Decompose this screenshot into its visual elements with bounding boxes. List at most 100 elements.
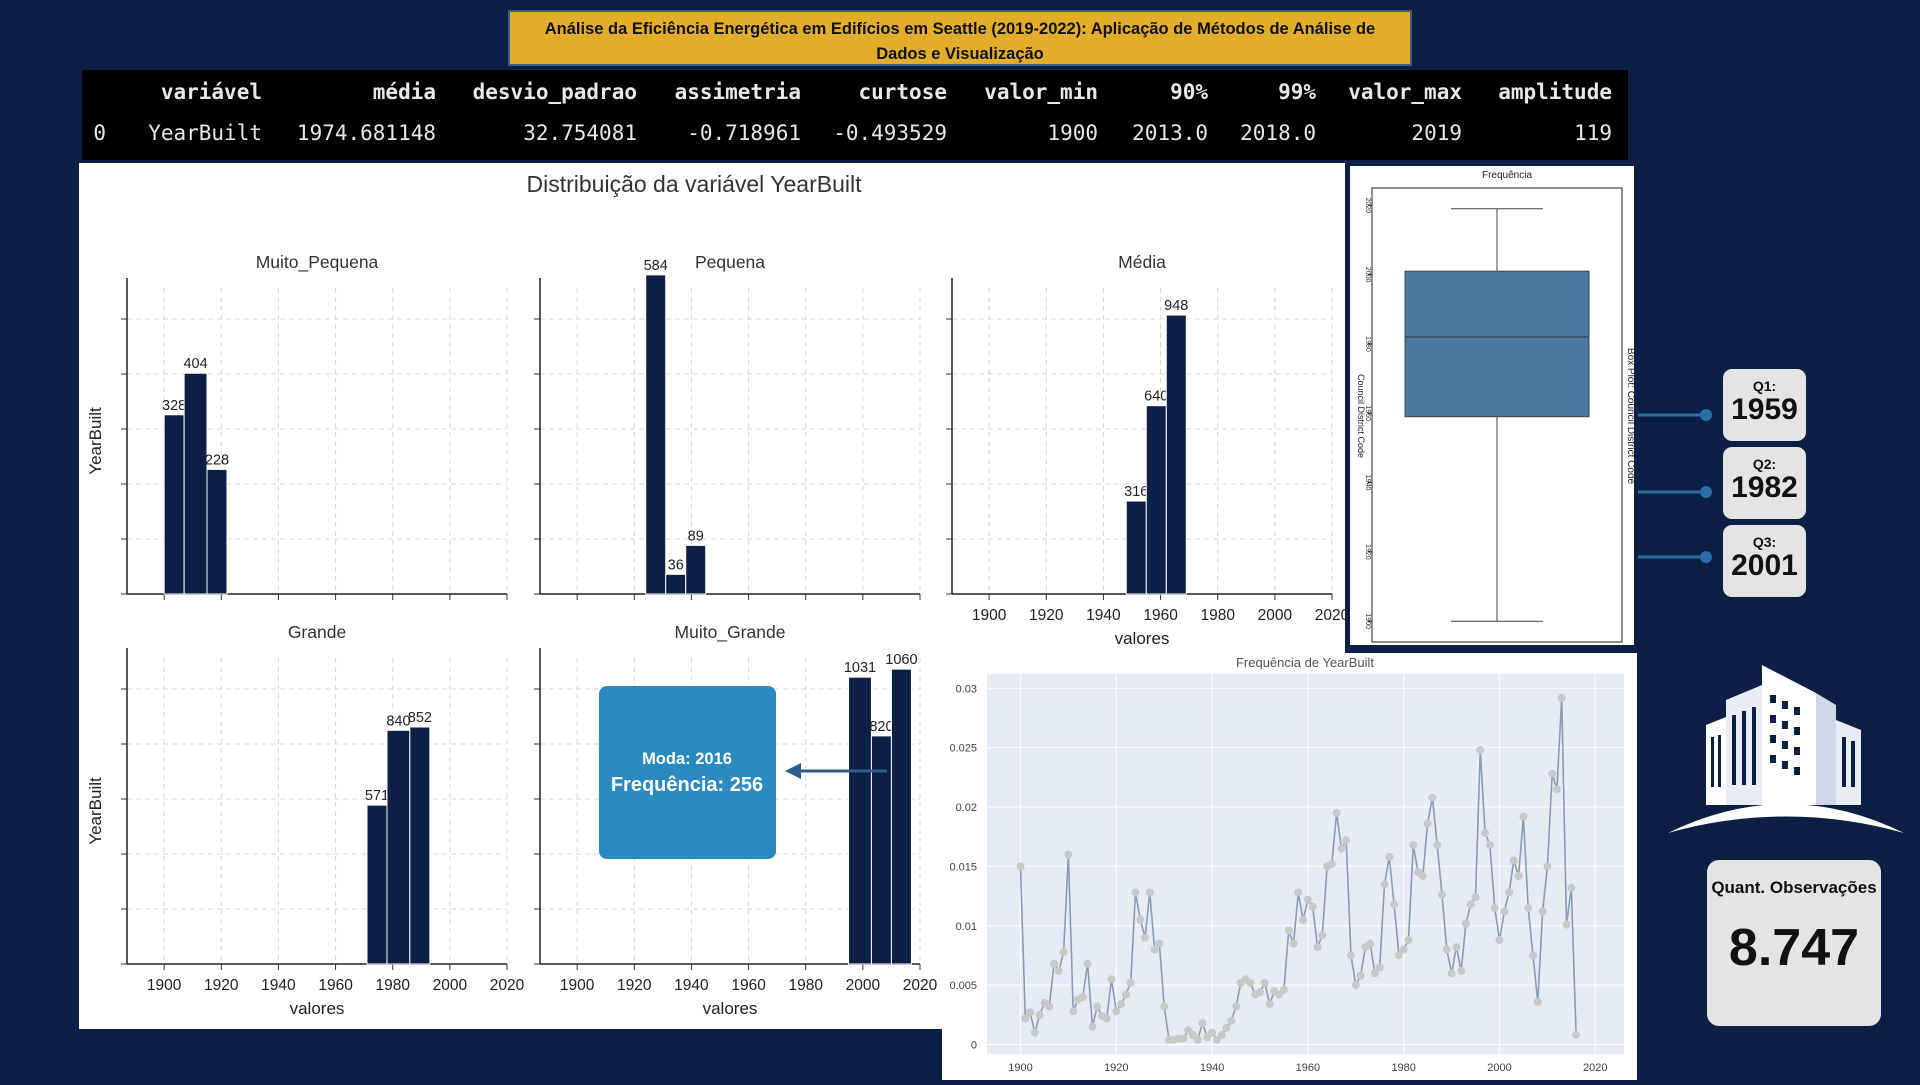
- box-y-tick-label: 2000: [1364, 267, 1371, 283]
- page-title: Análise da Eficiência Energética em Edif…: [508, 10, 1412, 66]
- bar-value-label: 316: [1124, 484, 1148, 500]
- bar-value-label: 948: [1164, 298, 1188, 314]
- table-header-cell: valor_max: [1348, 80, 1462, 104]
- q2-label: Q2:: [1752, 456, 1777, 472]
- frequency-point: [1394, 951, 1403, 960]
- histogram-panel: Distribuição da variável YearBuilt Muito_…: [79, 163, 1350, 1029]
- frequency-point: [1088, 1022, 1097, 1031]
- frequency-point: [1538, 907, 1547, 916]
- box-y-tick-label: 1920: [1364, 544, 1371, 560]
- x-tick-label: 1980: [375, 977, 410, 994]
- frequency-point: [1299, 915, 1308, 924]
- chart-title: Distribuição da variável YearBuilt: [527, 171, 863, 197]
- frequency-point: [1284, 926, 1293, 935]
- line-y-tick-label: 0.01: [956, 921, 977, 933]
- bar-value-label: 328: [162, 398, 186, 414]
- histogram-bar: [386, 729, 411, 965]
- table-value-cell: -0.493529: [833, 121, 947, 145]
- x-tick-label: 1920: [617, 977, 652, 994]
- frequency-point: [1332, 808, 1341, 817]
- frequency-point: [1514, 871, 1523, 880]
- frequency-point: [1457, 966, 1466, 975]
- frequency-point: [1265, 1000, 1274, 1009]
- line-x-tick-label: 2000: [1487, 1062, 1511, 1074]
- frequency-point: [1064, 850, 1073, 859]
- bar-value-label: 1060: [885, 652, 917, 668]
- frequency-point: [1452, 943, 1461, 952]
- x-tick-label: 2020: [903, 977, 938, 994]
- histogram-bar: [890, 668, 912, 965]
- table-value-cell: 0: [93, 121, 106, 145]
- x-tick-label: 1980: [788, 977, 823, 994]
- frequency-point: [1050, 959, 1059, 968]
- frequency-point: [1567, 883, 1576, 892]
- table-header-cell: valor_min: [984, 80, 1098, 104]
- moda-callout: [599, 686, 776, 859]
- frequency-point: [1059, 947, 1068, 956]
- frequency-point: [1347, 951, 1355, 960]
- frequency-point: [1121, 990, 1130, 999]
- frequency-point: [1083, 959, 1092, 968]
- histogram-bar: [665, 573, 687, 595]
- line-x-tick-label: 1940: [1200, 1062, 1224, 1074]
- table-header-cell: 90%: [1170, 80, 1208, 104]
- frequency-point: [1380, 880, 1389, 889]
- frequency-point: [1260, 978, 1269, 987]
- frequency-point: [1337, 844, 1346, 853]
- frequency-point: [1375, 963, 1384, 972]
- x-tick-label: 1960: [1143, 607, 1178, 624]
- table-value-cell: 2013.0: [1132, 121, 1208, 145]
- x-tick-label: 2000: [433, 977, 468, 994]
- x-tick-label: 1960: [318, 977, 353, 994]
- box-title: Frequência: [1482, 170, 1532, 181]
- x-tick-label: 1940: [1086, 607, 1121, 624]
- frequency-point: [1045, 1002, 1054, 1011]
- x-tick-label: 2000: [1258, 607, 1293, 624]
- line-plot-area: [987, 674, 1624, 1054]
- line-y-tick-label: 0.005: [949, 980, 977, 992]
- bar-value-label: 584: [644, 258, 668, 274]
- frequency-point: [1519, 812, 1528, 821]
- y-axis-label: YearBuilt: [86, 777, 105, 845]
- frequency-point: [1078, 993, 1087, 1001]
- arrow-head: [785, 763, 801, 779]
- histogram-chart: Distribuição da variável YearBuilt Muito_…: [86, 171, 1350, 1018]
- table-value-cell: 2018.0: [1240, 121, 1316, 145]
- observations-value: 8.747: [1728, 919, 1860, 977]
- facet-title: Pequena: [695, 252, 765, 272]
- q3-label: Q3:: [1752, 534, 1777, 550]
- frequency-point: [1442, 945, 1451, 954]
- frequency-point: [1351, 981, 1360, 990]
- line-x-tick-label: 1960: [1296, 1062, 1320, 1074]
- line-y-tick-label: 0.02: [956, 802, 977, 814]
- frequency-point: [1227, 1016, 1236, 1025]
- connector-dot: [1700, 409, 1712, 421]
- line-x-tick-label: 2020: [1583, 1062, 1607, 1074]
- frequency-point: [1054, 966, 1063, 975]
- table-value-cell: 32.754081: [523, 121, 637, 145]
- x-axis-label: valores: [1115, 629, 1170, 648]
- frequency-point: [1476, 746, 1485, 754]
- frequency-point: [1409, 841, 1418, 849]
- histogram-bar: [163, 414, 185, 595]
- frequency-point: [1026, 1008, 1035, 1017]
- frequency-point: [1198, 1019, 1207, 1028]
- bar-value-label: 228: [205, 452, 229, 468]
- frequency-point: [1256, 988, 1264, 997]
- frequency-point: [1423, 819, 1432, 828]
- bar-value-label: 640: [1144, 389, 1168, 405]
- line-x-tick-label: 1920: [1104, 1062, 1128, 1074]
- line-chart: Frequência de YearBuilt 1900 1920 1940 1960 1…: [949, 655, 1624, 1074]
- frequency-point: [1390, 900, 1399, 909]
- box-y-tick-label: 1940: [1364, 475, 1371, 491]
- frequency-point: [1438, 890, 1446, 899]
- histogram-bar: [409, 726, 431, 965]
- frequency-point: [1141, 933, 1150, 942]
- line-x-tick-label: 1900: [1008, 1062, 1032, 1074]
- frequency-point: [1385, 852, 1394, 861]
- facet-title: Muito_Grande: [675, 622, 786, 643]
- line-x-tick-label: 1980: [1391, 1062, 1415, 1074]
- table-header-cell: desvio_padrao: [472, 80, 637, 104]
- frequency-point: [1232, 1002, 1241, 1011]
- table-value-cell: 1900: [1047, 121, 1098, 145]
